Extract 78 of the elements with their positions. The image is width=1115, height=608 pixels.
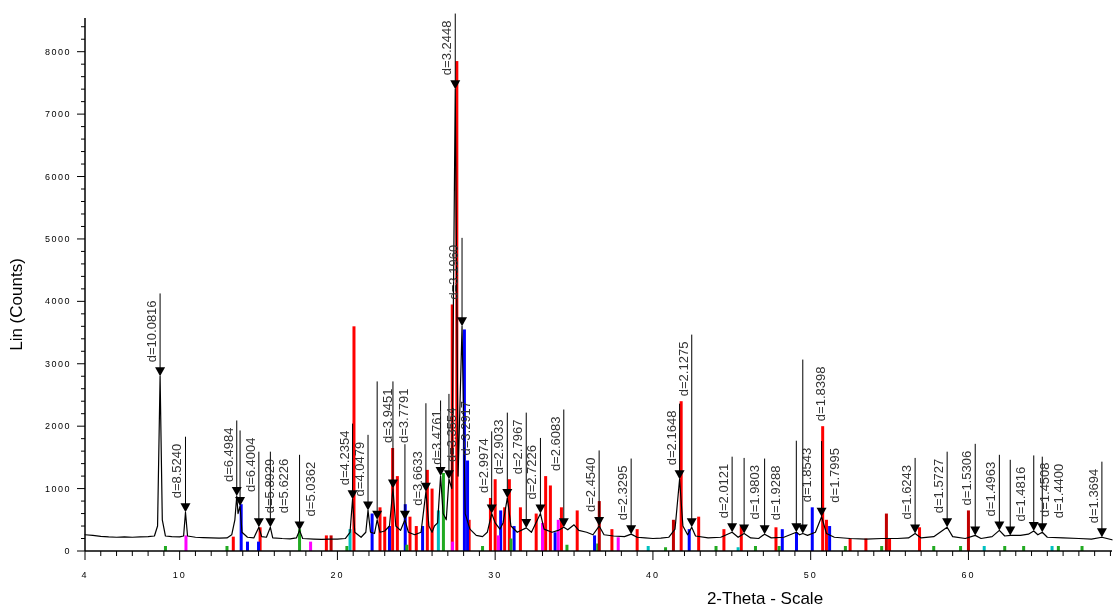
annotation: d=2.9974 [475,438,491,493]
annotation: d=1.7995 [827,448,843,503]
annotation: d=1.5727 [931,458,947,514]
annotation: d=2.3295 [615,465,631,521]
annotation: d=6.4984 [220,427,236,483]
annotation: d=3.2448 [439,20,455,76]
annotation: d=10.0816 [144,300,160,363]
annotation: d=2.0121 [716,463,732,519]
y-tick-label: 3000 [44,358,71,369]
annotation: d=1.8398 [813,366,829,422]
bar [184,535,188,551]
annotation: d=5.6226 [275,458,291,514]
bar [575,510,579,551]
annotation: d=1.9803 [747,464,763,520]
annotation: d=1.4400 [1050,463,1066,519]
annotation: d=5.8929 [261,458,277,514]
x-tick-label: 40 [645,570,660,580]
annotation: d=1.9288 [767,465,783,521]
bar [414,526,418,551]
annotation: d=4.0479 [352,441,368,497]
y-tick-label: 2000 [44,421,71,432]
annotation: d=4.2354 [336,430,352,486]
x-tick-label: 10 [172,570,187,580]
annotation: d=2.7967 [510,419,526,475]
bar [697,516,701,551]
y-tick-label: 5000 [44,233,71,244]
bar [774,527,778,551]
x-tick-label: 50 [803,570,818,580]
bar [884,513,888,551]
y-tick-label: 4000 [44,296,71,307]
y-axis-title: Lin (Counts) [7,258,26,351]
annotation: d=2.1648 [663,410,679,466]
annotation: d=3.3554 [443,407,459,463]
annotation: d=2.6083 [547,416,563,472]
bar [430,488,434,551]
annotation: d=2.1275 [675,341,691,397]
y-tick-label: 7000 [44,109,71,120]
bar [616,537,620,551]
y-tick-label: 8000 [44,46,71,57]
bar [496,535,500,551]
bar [828,526,832,551]
x-tick-label: 4 [81,570,89,580]
bar [512,526,516,551]
y-tick-label: 0 [64,546,71,556]
bar [810,507,814,551]
annotation: d=2.7226 [524,444,540,500]
annotation: d=1.3694 [1085,468,1101,524]
x-tick-label: 30 [488,570,503,580]
y-tick-label: 1000 [44,483,71,494]
annotation: d=2.4540 [583,457,599,513]
annotation: d=3.6633 [409,451,425,506]
bar [387,526,391,551]
annotation: d=1.4963 [983,461,999,517]
annotation: d=1.4816 [1013,466,1029,522]
x-tick-label: 20 [330,570,345,580]
bar [548,485,552,551]
bar [966,510,970,551]
annotation: d=1.8543 [799,447,815,503]
annotation: d=8.5240 [169,443,185,499]
annotation: d=3.9451 [380,388,396,444]
annotation: d=3.1960 [446,244,462,300]
y-tick-label: 6000 [44,171,71,182]
bar [231,536,235,551]
annotation: d=3.4761 [428,410,444,465]
annotation: d=2.9033 [491,419,507,475]
annotation: d=3.7791 [395,388,411,444]
bar [518,507,522,551]
bar [553,532,557,551]
bar [780,529,784,551]
annotation: d=3.2917 [457,400,473,456]
annotation: d=1.6243 [899,464,915,520]
x-tick-label: 60 [961,570,976,580]
annotation: d=5.0362 [302,461,318,517]
annotation: d=1.4508 [1036,462,1052,518]
x-axis-title: 2-Theta - Scale [706,589,824,608]
annotation: d=1.5306 [959,450,975,506]
bar [593,535,597,551]
annotation: d=6.4004 [243,437,259,493]
